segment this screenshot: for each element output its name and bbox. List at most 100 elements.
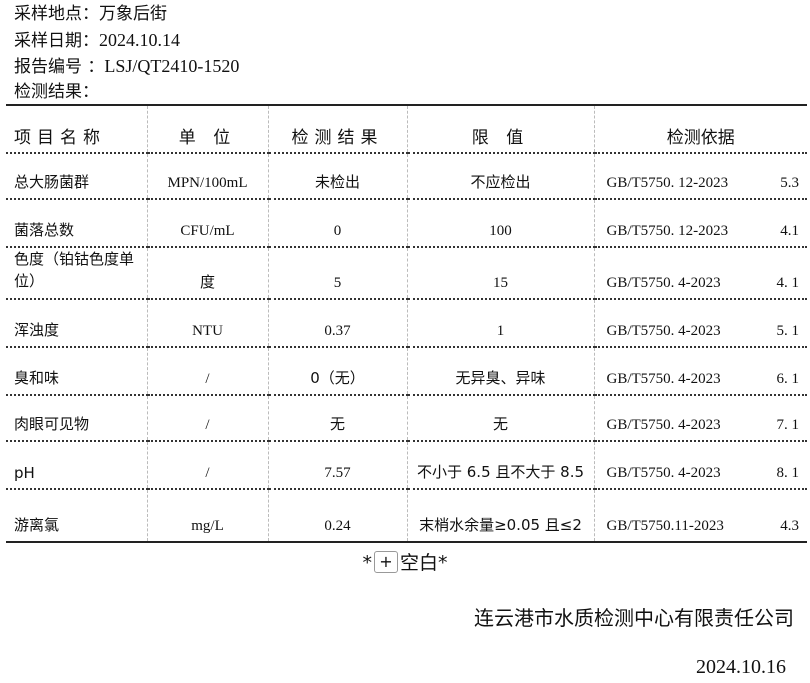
item-name: pH: [14, 464, 35, 482]
cell-item: 总大肠菌群: [6, 153, 147, 200]
table-row: 游离氯 mg/L 0.24 末梢水余量≥0.05 且≤2 GB/T5750.11-202…: [6, 489, 808, 543]
cell-result: 0: [267, 199, 407, 248]
cell-limit: 末梢水余量≥0.05 且≤2: [406, 489, 594, 543]
cell-limit: 1: [406, 299, 594, 348]
unit: 度: [199, 273, 215, 291]
unit: MPN/100mL: [167, 175, 248, 191]
blank-text: 空白*: [399, 552, 448, 574]
unit: mg/L: [191, 518, 224, 534]
clause: 4.1: [780, 223, 799, 239]
cell-result: 未检出: [267, 153, 407, 200]
table-row: 菌落总数 CFU/mL 0 100 GB/T5750. 12-2023 4.1: [6, 199, 808, 248]
value: LSJ/QT2410-1520: [104, 56, 240, 76]
cell-basis: GB/T5750. 12-2023 4.1: [593, 199, 808, 248]
item-name: 菌落总数: [14, 221, 75, 239]
label: 报告编号 ：: [14, 57, 105, 77]
standard: GB/T5750. 4-2023: [606, 417, 721, 433]
basis: GB/T5750. 12-2023 4.1: [595, 223, 808, 240]
report-number: 报告编号 ：LSJ/QT2410-1520: [14, 56, 239, 77]
clause: 8. 1: [776, 465, 800, 481]
header-unit: 单 位: [146, 104, 268, 154]
basis: GB/T5750. 4-2023 4. 1: [595, 275, 808, 292]
cell-item: 臭和味: [6, 347, 147, 396]
clause: 6. 1: [776, 371, 800, 387]
basis: GB/T5750. 4-2023 6. 1: [595, 371, 808, 388]
unit: CFU/mL: [180, 223, 235, 239]
plus-icon[interactable]: +: [373, 551, 398, 573]
label: 采样日期：: [14, 31, 99, 51]
cell-item: 色度（铂钴色度单位）: [6, 247, 147, 300]
cell-unit: MPN/100mL: [146, 153, 268, 200]
standard: GB/T5750. 4-2023: [606, 465, 721, 481]
standard: GB/T5750. 12-2023: [606, 175, 729, 191]
cell-basis: GB/T5750.11-2023 4.3: [593, 489, 808, 543]
result: 0.24: [324, 518, 351, 534]
cell-item: pH: [6, 441, 147, 490]
cell-result: 7.57: [267, 441, 407, 490]
basis: GB/T5750. 12-2023 5.3: [595, 175, 808, 192]
limit: 无异臭、异味: [455, 369, 546, 387]
table-row: 色度（铂钴色度单位） 度 5 15 GB/T5750. 4-2023 4. 1: [6, 247, 808, 300]
unit: /: [205, 417, 210, 433]
cell-result: 无: [267, 395, 407, 442]
limit: 末梢水余量≥0.05 且≤2: [419, 516, 582, 534]
header-limit: 限 值: [406, 104, 594, 154]
cell-limit: 不应检出: [406, 153, 594, 200]
limit: 1: [496, 323, 505, 339]
result: 0（无）: [310, 369, 365, 387]
cell-item: 游离氯: [6, 489, 147, 543]
table-row: 浑浊度 NTU 0.37 1 GB/T5750. 4-2023 5. 1: [6, 299, 808, 348]
cell-unit: mg/L: [146, 489, 268, 543]
result: 5: [333, 275, 342, 291]
limit: 不小于 6.5 且不大于 8.5: [416, 463, 584, 481]
label: 采样地点：: [14, 4, 99, 24]
basis: GB/T5750. 4-2023 7. 1: [595, 417, 808, 434]
result: 无: [329, 415, 345, 433]
basis: GB/T5750. 4-2023 5. 1: [595, 323, 808, 340]
cell-unit: NTU: [146, 299, 268, 348]
cell-basis: GB/T5750. 4-2023 8. 1: [593, 441, 807, 490]
cell-unit: /: [146, 441, 268, 490]
item-name: 臭和味: [14, 369, 60, 387]
standard: GB/T5750. 4-2023: [606, 371, 721, 387]
header-result: 检测结果: [267, 104, 407, 154]
cell-limit: 100: [406, 199, 594, 248]
cell-basis: GB/T5750. 4-2023 4. 1: [593, 247, 808, 300]
sampling-date: 采样日期：2024.10.14: [14, 30, 180, 51]
header-item: 项目名称: [6, 104, 147, 154]
cell-unit: /: [146, 395, 268, 442]
clause: 4. 1: [776, 275, 800, 291]
unit: NTU: [192, 323, 223, 339]
blank-marker: * + 空白*: [0, 548, 810, 575]
result-heading: 检测结果：: [14, 82, 99, 102]
cell-basis: GB/T5750. 4-2023 7. 1: [593, 395, 808, 442]
cell-basis: GB/T5750. 4-2023 6. 1: [593, 347, 808, 396]
item-name: 色度（铂钴色度单位）: [14, 250, 135, 290]
cell-unit: /: [146, 347, 268, 396]
unit: /: [205, 371, 210, 387]
cell-limit: 15: [406, 247, 594, 300]
value: 2024.10.14: [99, 30, 180, 50]
cell-result: 0（无）: [267, 347, 407, 396]
limit: 15: [493, 275, 508, 291]
cell-limit: 不小于 6.5 且不大于 8.5: [406, 441, 594, 490]
result: 7.57: [324, 465, 351, 481]
result: 未检出: [314, 173, 360, 191]
clause: 5.3: [780, 175, 799, 191]
standard: GB/T5750. 4-2023: [606, 323, 721, 339]
sampling-location: 采样地点：万象后街: [14, 4, 167, 24]
cell-basis: GB/T5750. 12-2023 5.3: [593, 153, 808, 200]
asterisk: *: [362, 552, 372, 574]
table-row: 肉眼可见物 / 无 无 GB/T5750. 4-2023 7. 1: [6, 395, 808, 442]
cell-item: 浑浊度: [6, 299, 147, 348]
standard: GB/T5750.11-2023: [606, 518, 724, 534]
cell-unit: CFU/mL: [146, 199, 268, 248]
table-row: 臭和味 / 0（无） 无异臭、异味 GB/T5750. 4-2023 6. 1: [6, 347, 808, 396]
limit: 100: [489, 223, 512, 239]
cell-item: 肉眼可见物: [6, 395, 147, 442]
company-name: 连云港市水质检测中心有限责任公司: [474, 606, 794, 630]
basis: GB/T5750.11-2023 4.3: [595, 518, 808, 535]
standard: GB/T5750. 12-2023: [606, 223, 729, 239]
item-name: 总大肠菌群: [14, 173, 90, 191]
result: 0: [333, 223, 342, 239]
